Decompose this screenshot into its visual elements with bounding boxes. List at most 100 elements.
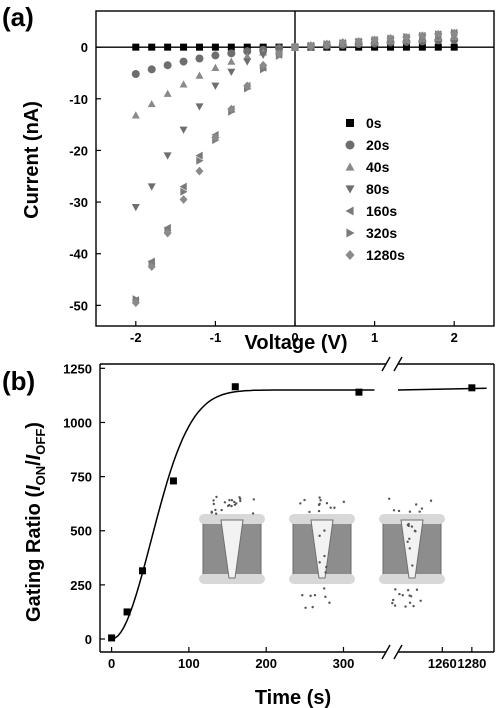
conical-channel xyxy=(220,519,244,579)
particle xyxy=(318,496,321,499)
legend-label-160s: 160s xyxy=(366,203,397,219)
y-tick-label: -10 xyxy=(69,92,88,107)
x-tick-label: 0 xyxy=(108,656,115,671)
particle xyxy=(210,511,214,514)
particle xyxy=(311,605,314,609)
legend-marker-20s xyxy=(345,140,355,150)
particle xyxy=(239,497,242,501)
legend-marker-1280s xyxy=(345,250,355,260)
particle xyxy=(323,529,326,532)
y-tick-label: -20 xyxy=(69,143,88,158)
axis-break-mark xyxy=(393,644,403,660)
particle xyxy=(228,498,231,502)
membrane-top-cap xyxy=(199,514,265,524)
data-point xyxy=(243,81,252,91)
nanochannel-cartoon xyxy=(379,497,445,608)
data-point xyxy=(291,42,299,52)
particle xyxy=(328,601,331,604)
panel-b-marks xyxy=(108,383,476,642)
particle xyxy=(410,525,414,528)
data-point xyxy=(387,43,395,51)
y-tick-label: 0 xyxy=(85,632,92,647)
data-point xyxy=(147,65,156,74)
fit-curve-rise xyxy=(111,389,375,640)
particle xyxy=(220,508,223,512)
membrane-bottom-cap xyxy=(379,574,445,584)
data-point xyxy=(211,82,220,90)
y-tick-label: -40 xyxy=(69,247,88,262)
particle xyxy=(319,499,322,502)
particle xyxy=(215,495,218,499)
data-point xyxy=(402,43,410,51)
membrane-bottom-cap xyxy=(199,574,265,584)
data-point xyxy=(322,39,331,49)
data-point xyxy=(131,204,140,212)
particle xyxy=(418,510,421,513)
particle xyxy=(226,504,230,508)
data-point xyxy=(169,477,177,485)
data-point xyxy=(147,262,156,272)
particle xyxy=(391,601,394,605)
axis-break-mark xyxy=(393,356,403,372)
panel-b-x-axis-title: Time (s) xyxy=(255,687,331,708)
y-tick-label: 1250 xyxy=(63,361,92,376)
x-tick-label: 300 xyxy=(333,656,355,671)
data-point xyxy=(211,63,220,72)
data-point xyxy=(163,89,172,97)
data-point xyxy=(418,31,427,41)
data-point xyxy=(147,99,156,108)
axis-break-mark xyxy=(381,644,391,660)
particle xyxy=(303,498,306,502)
data-point xyxy=(179,182,187,191)
panel-a-ticks: -2 -1 0 1 20-10-20-30-40-50 xyxy=(69,40,458,345)
nanochannel-cartoon xyxy=(289,496,355,610)
data-point xyxy=(179,195,188,204)
conical-channel xyxy=(310,519,334,579)
data-point xyxy=(434,43,442,51)
panel-a-x-axis-title: Voltage (V) xyxy=(245,332,348,354)
nanochannel-cartoon xyxy=(199,495,265,584)
particle xyxy=(318,502,321,506)
particle xyxy=(309,594,312,598)
panel-a-marks xyxy=(131,28,459,308)
data-point xyxy=(402,32,411,42)
data-point xyxy=(163,61,172,70)
y-tick-label: 500 xyxy=(70,524,92,539)
particle xyxy=(313,593,317,597)
particle xyxy=(398,592,401,596)
data-point xyxy=(275,49,284,59)
data-point xyxy=(211,133,220,142)
data-point xyxy=(195,103,204,111)
particle xyxy=(318,534,321,538)
particle xyxy=(325,502,329,505)
panel-a-legend: 0s 20s 40s 80s 160s 320s 1280s xyxy=(345,115,405,263)
particle xyxy=(397,509,401,513)
x-tick-label: 100 xyxy=(178,656,200,671)
particle xyxy=(301,593,304,597)
legend-label-20s: 20s xyxy=(366,137,390,153)
y-tick-label: -30 xyxy=(69,195,88,210)
data-point xyxy=(386,33,395,43)
particle xyxy=(324,571,327,574)
data-point xyxy=(132,43,140,51)
particle xyxy=(429,499,433,502)
panel-b: (b) 0 100 200 300 1260 1280 0 250 500 750 1000 1250… xyxy=(2,356,495,708)
particle xyxy=(394,588,397,591)
particle xyxy=(408,510,412,513)
data-point xyxy=(434,29,443,39)
data-point xyxy=(131,111,140,119)
data-point xyxy=(354,37,363,46)
data-point xyxy=(306,41,315,50)
x-tick-label: 2 xyxy=(451,330,458,345)
data-point xyxy=(196,156,204,165)
data-point xyxy=(195,43,203,51)
panel-a-y-axis-title: Current (nA) xyxy=(21,101,43,219)
legend-marker-80s xyxy=(345,185,355,194)
particle xyxy=(415,588,419,591)
data-point xyxy=(418,43,426,51)
data-point xyxy=(179,80,188,88)
particle xyxy=(408,537,411,541)
panel-a-plot-frame xyxy=(95,10,495,327)
data-point xyxy=(211,51,220,60)
